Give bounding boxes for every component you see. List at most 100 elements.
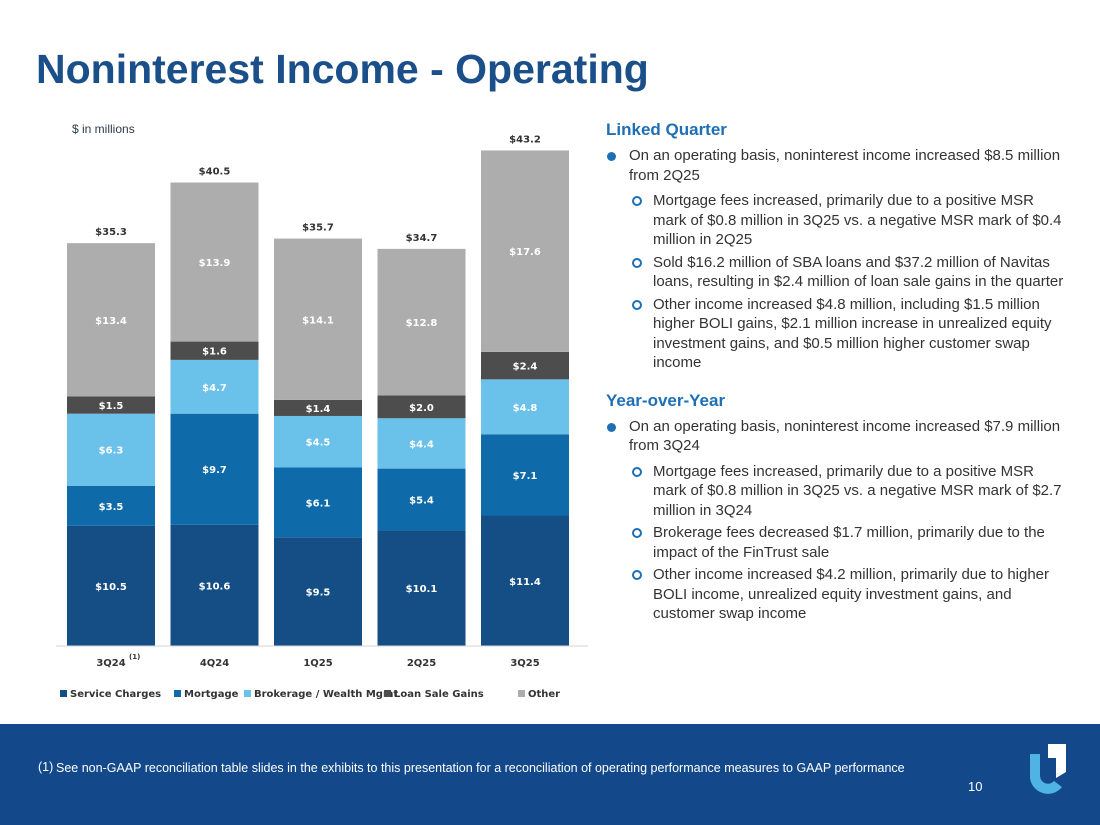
- bar-segment: [377, 248, 466, 396]
- bar-segment: [481, 150, 569, 352]
- bar-segment: [274, 238, 362, 400]
- stacked-bar-chart: $10.5 $3.5 $6.3 $1.5 $13.4 $35.3 $10.6 $9.7 $4.7…: [56, 134, 588, 700]
- legend-swatch: [518, 690, 525, 697]
- data-label: $13.4: [95, 316, 127, 327]
- bar-segment: [481, 379, 569, 435]
- ring-bullet-icon: [632, 257, 642, 268]
- legend-label: Mortgage: [184, 689, 239, 700]
- ring-bullet-icon: [632, 528, 642, 538]
- bar-segment: [170, 341, 259, 360]
- data-label: $1.5: [99, 401, 124, 412]
- year-over-year-heading: Year-over-Year: [606, 390, 726, 410]
- bar-segment: [67, 525, 155, 646]
- bar-segment: [67, 413, 155, 486]
- footer-bar: (1) See non-GAAP reconciliation table sl…: [0, 724, 1100, 825]
- data-label: $2.4: [513, 362, 538, 373]
- category-label: 2Q25: [407, 658, 436, 669]
- company-logo: [1030, 744, 1066, 794]
- legend-label: Other: [528, 689, 560, 700]
- data-label: $10.5: [95, 582, 127, 593]
- data-label: $9.7: [202, 465, 227, 476]
- data-label: $11.4: [509, 577, 541, 588]
- bar-segment: [67, 396, 155, 414]
- ring-bullet-icon: [632, 570, 642, 580]
- footnote-text: See non-GAAP reconciliation table slides…: [56, 761, 905, 775]
- category-label: 3Q25: [510, 658, 539, 669]
- data-label: $3.5: [99, 502, 124, 513]
- bar-segment: [377, 468, 466, 531]
- bullet-text: On an operating basis, noninterest incom…: [629, 417, 1061, 455]
- page-number: 10: [968, 779, 983, 794]
- commentary-panel: Linked Quarter On an operating basis, no…: [606, 120, 1066, 627]
- bar-segment: [170, 182, 259, 342]
- sub-bullet: Sold $16.2 million of SBA loans and $37.…: [606, 253, 1066, 292]
- bar-segment: [481, 434, 569, 516]
- sub-bullet-text: Mortgage fees increased, primarily due t…: [653, 192, 1062, 248]
- bullet-dot-icon: [607, 152, 616, 161]
- sub-bullet-text: Brokerage fees decreased $1.7 million, p…: [653, 524, 1045, 561]
- bullet-main: On an operating basis, noninterest incom…: [606, 417, 1066, 456]
- bar-segment: [67, 485, 155, 526]
- data-label: $10.1: [406, 584, 438, 595]
- bullet-main: On an operating basis, noninterest incom…: [606, 146, 1066, 185]
- data-label: $4.8: [513, 403, 538, 414]
- data-label: $1.4: [306, 404, 331, 415]
- data-label: $1.6: [202, 347, 227, 358]
- data-label: $12.8: [406, 318, 438, 329]
- sub-bullet-text: Mortgage fees increased, primarily due t…: [653, 462, 1062, 519]
- data-label: $6.1: [306, 498, 331, 509]
- data-label: $14.1: [302, 315, 334, 326]
- sub-bullet: Mortgage fees increased, primarily due t…: [606, 191, 1066, 250]
- bar-segment: [274, 537, 362, 646]
- total-label: $35.7: [302, 223, 334, 234]
- sub-bullet-text: Sold $16.2 million of SBA loans and $37.…: [653, 253, 1064, 291]
- data-label: $17.6: [509, 247, 541, 258]
- linked-quarter-heading: Linked Quarter: [606, 120, 727, 139]
- legend-swatch: [244, 690, 251, 697]
- data-label: $13.9: [199, 258, 231, 269]
- category-label: 1Q25: [303, 658, 332, 669]
- legend-swatch: [384, 690, 391, 697]
- data-label: $4.4: [409, 439, 434, 450]
- bar-segment: [170, 524, 259, 646]
- bar-segment: [170, 413, 259, 525]
- legend-label: Service Charges: [70, 689, 161, 700]
- legend-swatch: [60, 690, 67, 697]
- legend-label: Loan Sale Gains: [394, 689, 484, 700]
- data-label: $6.3: [99, 446, 124, 457]
- bar-segment: [481, 515, 569, 646]
- bar-segment: [377, 395, 466, 419]
- data-label: $10.6: [199, 581, 231, 592]
- data-label: $4.5: [306, 438, 331, 449]
- bullet-dot-icon: [607, 422, 616, 432]
- ring-bullet-icon: [632, 299, 642, 310]
- bar-segment: [377, 530, 466, 646]
- data-label: $9.5: [306, 588, 331, 599]
- total-label: $40.5: [199, 167, 231, 178]
- total-label: $35.3: [95, 227, 127, 238]
- bullet-text: On an operating basis, noninterest incom…: [629, 147, 1061, 184]
- total-label: $43.2: [509, 134, 541, 145]
- sub-bullet: Brokerage fees decreased $1.7 million, p…: [606, 523, 1066, 562]
- ring-bullet-icon: [632, 196, 642, 206]
- sub-bullet-text: Other income increased $4.2 million, pri…: [653, 566, 1050, 622]
- bar-segment: [170, 359, 259, 414]
- category-label: 4Q24: [200, 658, 229, 669]
- bar-segment: [274, 415, 362, 468]
- data-label: $5.4: [409, 496, 434, 507]
- bar-segment: [274, 467, 362, 538]
- bar-segment: [67, 243, 155, 397]
- total-label: $34.7: [406, 233, 438, 244]
- bar-segment: [274, 399, 362, 416]
- page-title: Noninterest Income - Operating: [36, 46, 649, 92]
- category-label: 3Q24: [96, 658, 125, 669]
- sub-bullet-text: Other income increased $4.8 million, inc…: [653, 295, 1052, 372]
- legend-label: Brokerage / Wealth Mgmt: [254, 689, 398, 700]
- sub-bullet: Other income increased $4.8 million, inc…: [606, 295, 1066, 373]
- sub-bullet: Mortgage fees increased, primarily due t…: [606, 462, 1066, 521]
- footnote-ref: (1): [129, 653, 140, 661]
- units-label: $ in millions: [72, 122, 135, 136]
- data-label: $4.7: [202, 383, 227, 394]
- legend-swatch: [174, 690, 181, 697]
- ring-bullet-icon: [632, 466, 642, 477]
